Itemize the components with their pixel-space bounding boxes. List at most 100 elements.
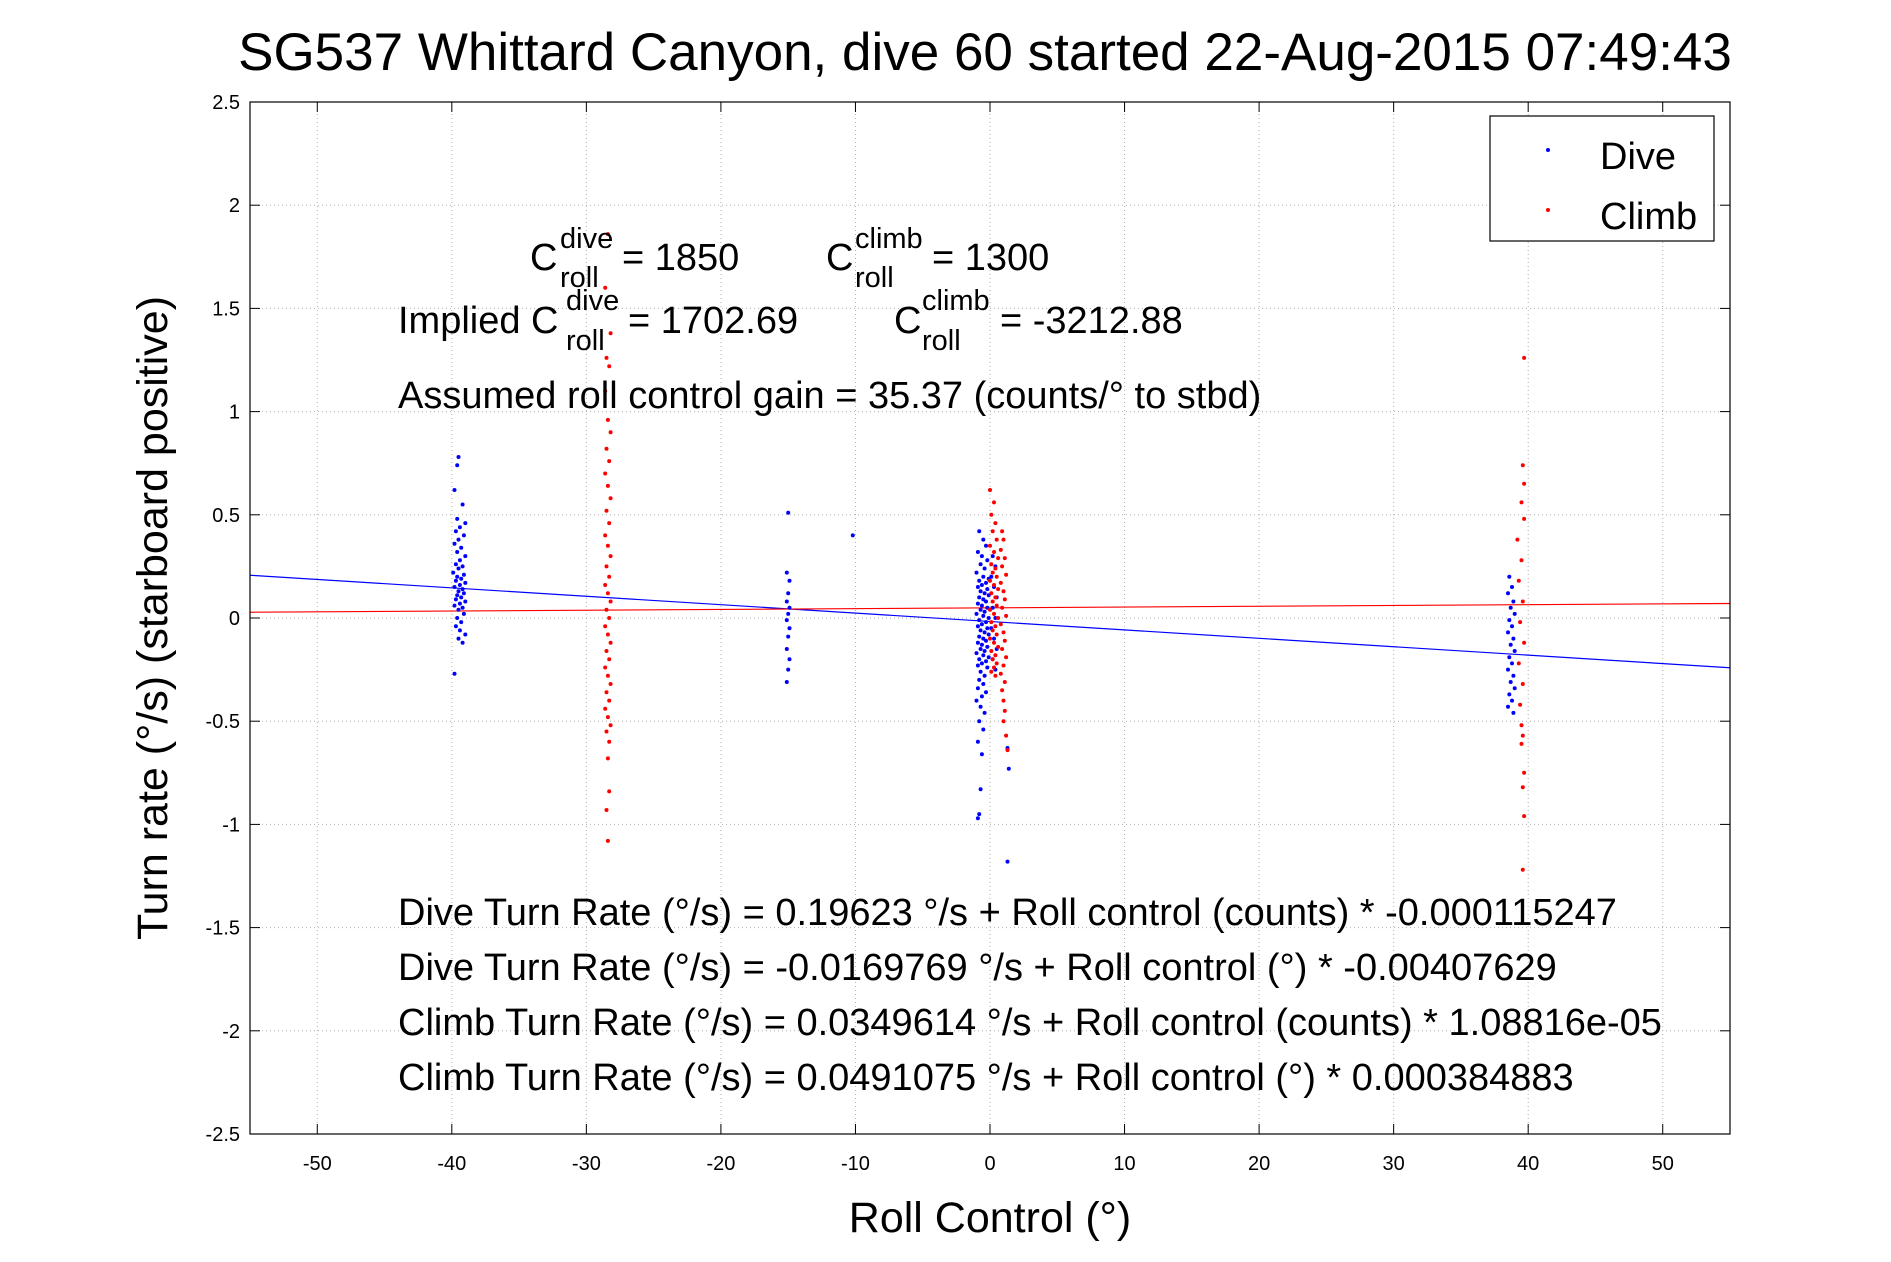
dive-point — [982, 649, 987, 653]
x-tick-label: 0 — [984, 1153, 995, 1175]
c-roll-climb-sup: climb — [855, 223, 923, 255]
y-tick-label: -1 — [222, 814, 240, 836]
climb-point — [607, 789, 612, 794]
y-tick-label: 1 — [229, 402, 240, 424]
dive-point — [989, 574, 994, 579]
dive-point — [784, 599, 789, 604]
dive-point — [457, 628, 462, 633]
climb-point — [1000, 647, 1005, 651]
climb-point — [607, 739, 612, 744]
climb-point — [994, 537, 999, 542]
dive-point — [982, 710, 987, 715]
climb-point — [990, 570, 995, 575]
climb-point — [604, 564, 609, 569]
climb-point — [1000, 605, 1005, 610]
dive-point — [455, 550, 460, 554]
x-axis-label: Roll Control (°) — [849, 1194, 1131, 1242]
dive-point — [979, 642, 984, 647]
climb-point — [605, 483, 610, 488]
climb-point — [605, 543, 610, 548]
climb-point — [996, 587, 1001, 592]
climb-point — [608, 430, 613, 435]
dive-point — [787, 605, 792, 610]
climb-point — [992, 640, 996, 645]
dive-point — [986, 632, 991, 637]
dive-point — [978, 787, 983, 792]
climb-point — [1522, 481, 1527, 486]
dive-point — [984, 599, 988, 604]
dive-point — [786, 634, 791, 639]
implied-climb-main: C — [894, 300, 921, 342]
climb-point — [607, 521, 612, 526]
dive-point — [978, 562, 983, 567]
dive-point — [984, 580, 988, 585]
dive-point — [457, 558, 462, 563]
dive-point — [460, 564, 465, 569]
dive-point — [1510, 698, 1514, 703]
dive-point — [1511, 599, 1516, 604]
implied-prefix: Implied C — [398, 300, 559, 342]
c-roll-climb-value: = 1300 — [932, 237, 1049, 279]
climb-point — [996, 616, 1001, 620]
climb-point — [607, 364, 612, 369]
x-tick-label: 10 — [1113, 1153, 1135, 1175]
dive-point — [974, 698, 979, 703]
climb-point — [604, 355, 609, 360]
x-tick-label: -30 — [572, 1153, 601, 1175]
roll-gain-note: Assumed roll control gain = 35.37 (count… — [398, 375, 1261, 417]
climb-point — [607, 574, 612, 579]
dive-point — [463, 580, 468, 585]
dive-point — [1512, 611, 1517, 616]
climb-point — [607, 459, 612, 464]
climb-point — [1520, 682, 1525, 686]
equation-dive-degrees: Dive Turn Rate (°/s) = -0.0169769 °/s + … — [398, 947, 1557, 989]
dive-point — [786, 510, 791, 515]
dive-point — [977, 618, 982, 623]
climb-point — [1520, 733, 1525, 738]
climb-point — [1522, 770, 1527, 775]
dive-point — [990, 554, 995, 559]
dive-point — [786, 591, 791, 596]
equation-climb-counts: Climb Turn Rate (°/s) = 0.0349614 °/s + … — [398, 1002, 1662, 1044]
dive-point — [985, 626, 990, 631]
climb-point — [1515, 537, 1520, 542]
climb-point — [1000, 529, 1005, 534]
c-roll-climb-main: C — [826, 237, 853, 279]
dive-point — [981, 597, 986, 602]
climb-point — [605, 632, 610, 637]
climb-point — [992, 550, 996, 554]
dive-point — [979, 622, 984, 627]
climb-point — [1002, 556, 1007, 561]
y-tick-label: -0.5 — [206, 711, 240, 733]
annotations: C dive roll = 1850 C climb roll = 1300 I… — [398, 223, 1662, 1099]
legend-dive-label: Dive — [1600, 136, 1676, 178]
dive-point — [979, 752, 984, 757]
climb-point — [993, 566, 998, 571]
climb-point — [603, 583, 608, 587]
dive-point — [977, 634, 982, 639]
dive-point — [1511, 636, 1516, 641]
dive-point — [1506, 591, 1510, 596]
dive-point — [984, 638, 988, 643]
climb-point — [1004, 572, 1009, 577]
y-tick-label: -2 — [222, 1021, 240, 1043]
x-tick-label: 50 — [1652, 1153, 1674, 1175]
dive-point — [1507, 574, 1512, 579]
dive-point — [1510, 661, 1514, 666]
x-tick-label: -40 — [437, 1153, 466, 1175]
climb-point — [1005, 748, 1010, 753]
climb-point — [1000, 688, 1005, 693]
climb-point — [994, 632, 999, 637]
y-axis-label: Turn rate (°/s) (starboard positive) — [129, 296, 177, 940]
climb-point — [998, 547, 1003, 552]
dive-point — [460, 605, 465, 610]
chart-title: SG537 Whittard Canyon, dive 60 started 2… — [238, 23, 1732, 82]
dive-point — [460, 640, 465, 645]
implied-climb-sup: climb — [922, 285, 990, 317]
dive-point — [451, 570, 456, 575]
dive-point — [986, 616, 991, 620]
plot-area: -50 -40 -30 -20 -10 0 10 20 30 40 50 2.5 2 1.5 1 0.5 0 -0… — [206, 92, 1731, 1175]
dive-point — [452, 603, 457, 608]
dive-point — [981, 537, 986, 542]
climb-point — [604, 508, 609, 513]
